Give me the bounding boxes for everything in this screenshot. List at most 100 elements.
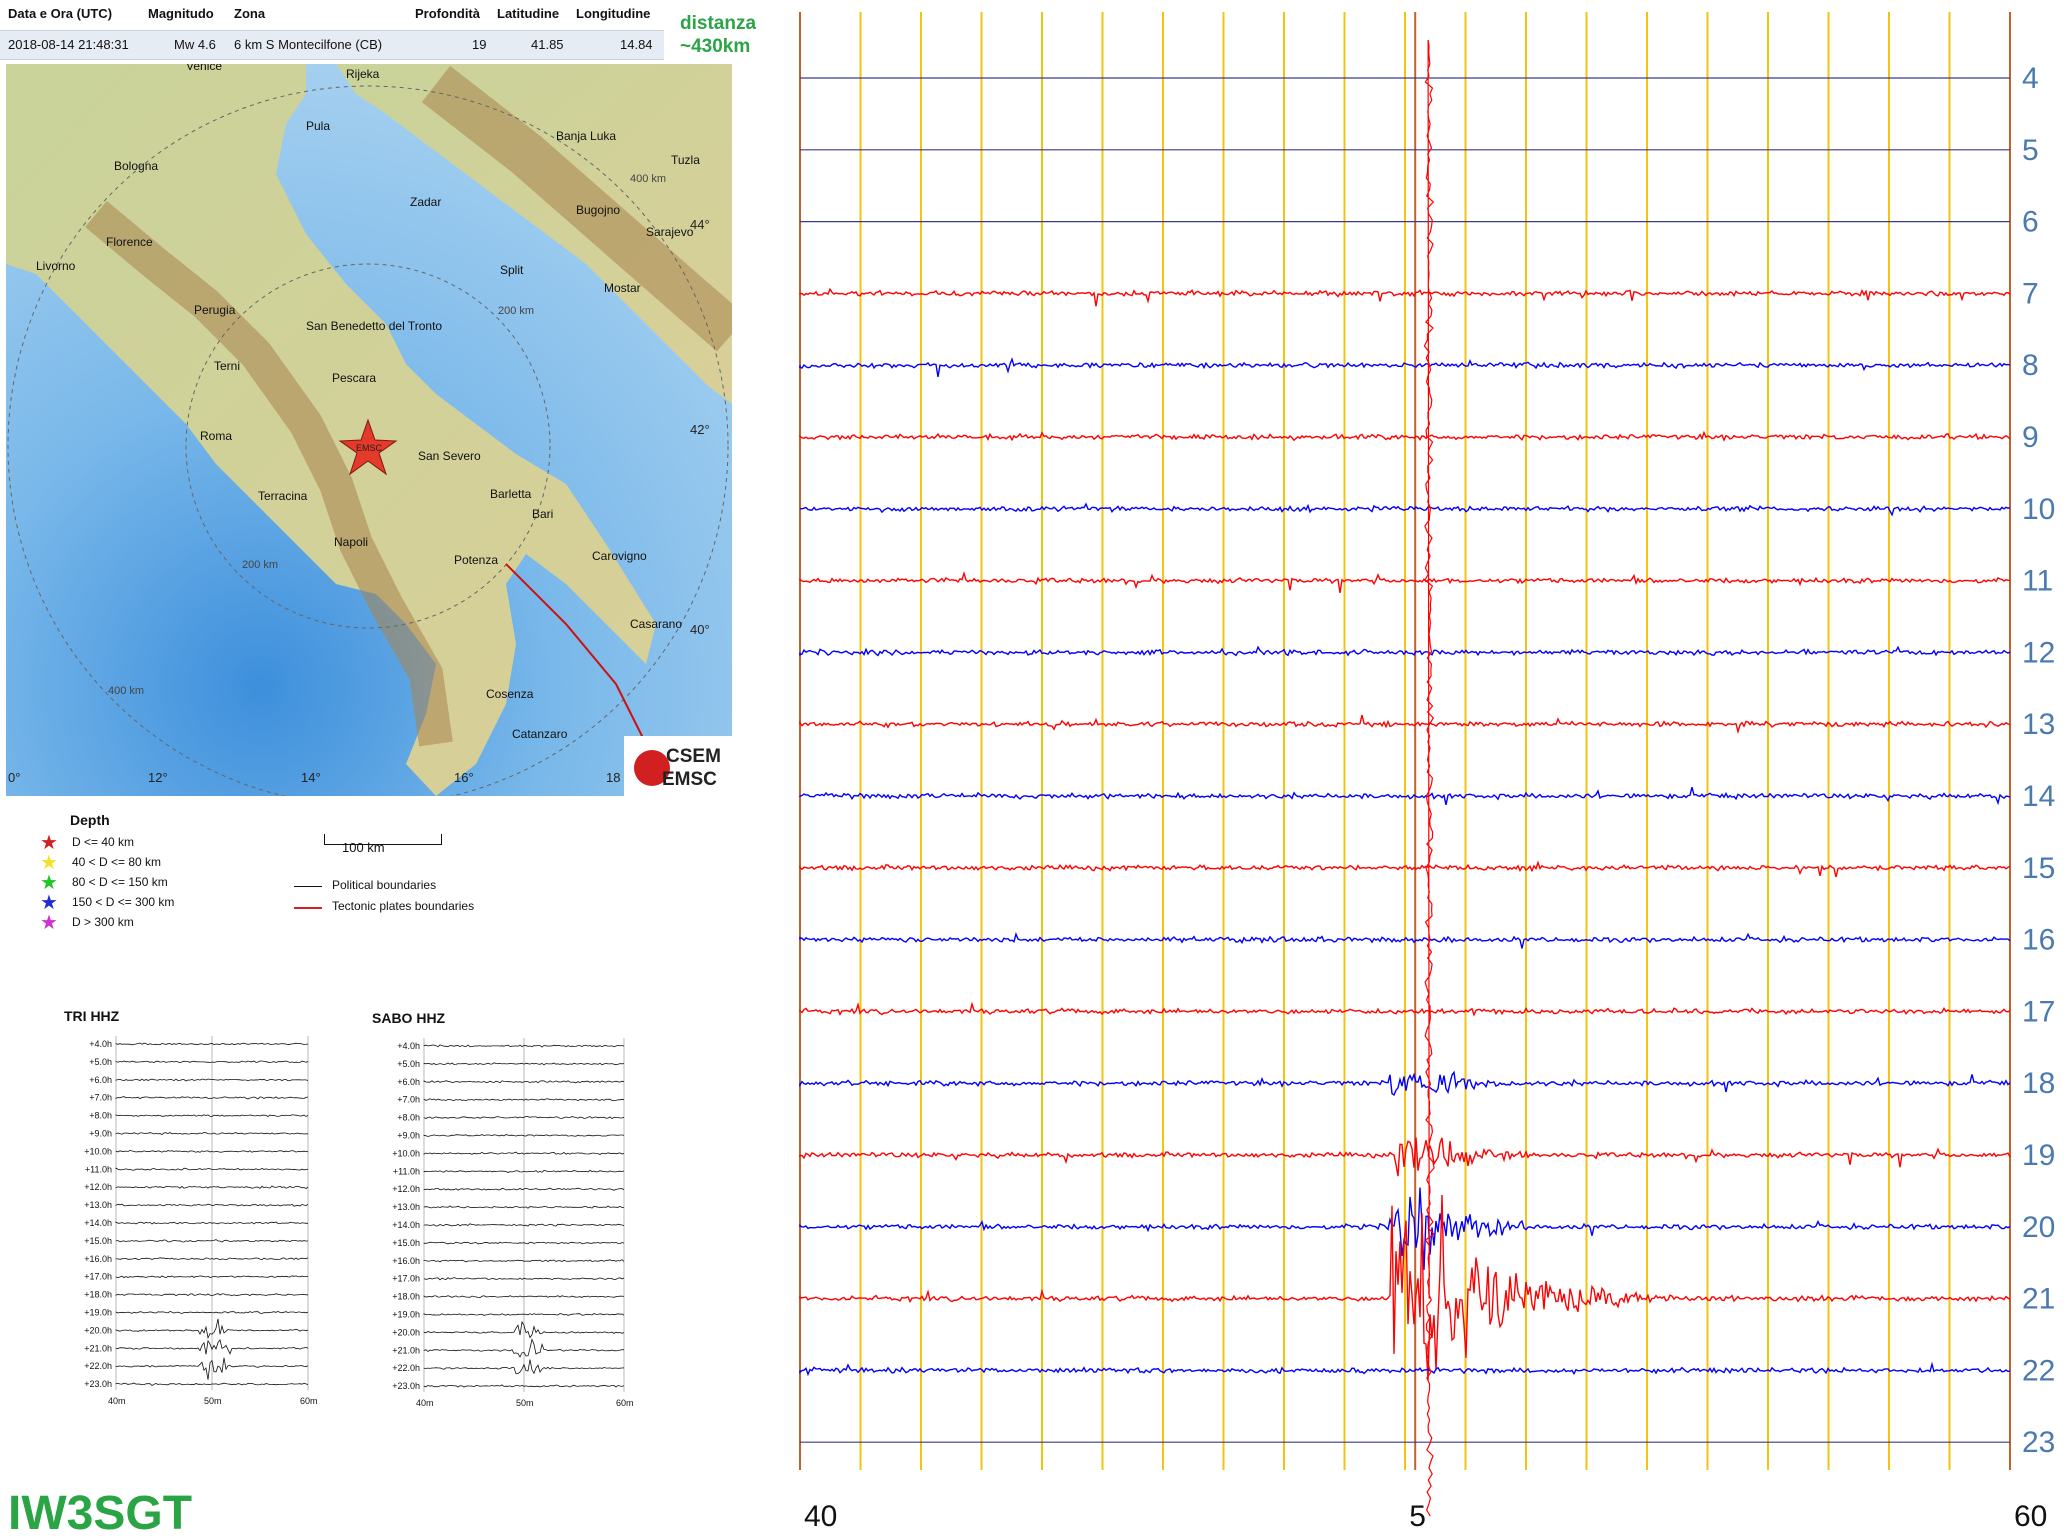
mini-trace	[115, 1078, 309, 1082]
mini-helicorder-plot: +4.0h +5.0h +6.0h +7.0h +8.0h +9.0h +10.0h +11.…	[84, 1036, 318, 1406]
seismic-trace	[799, 860, 2011, 878]
city-label: Livorno	[36, 259, 76, 273]
city-label: Pescara	[332, 371, 376, 385]
mini-row-label: +16.0h	[84, 1254, 112, 1264]
mini-row-label: +4.0h	[397, 1041, 420, 1051]
mini-x-label: 50m	[516, 1398, 534, 1408]
mini-trace	[423, 1384, 625, 1388]
cell-latitude: 41.85	[531, 37, 564, 52]
mini-row-label: +21.0h	[392, 1345, 420, 1355]
balkans-land	[336, 64, 732, 404]
mini-row-label: +18.0h	[84, 1290, 112, 1300]
mini-trace	[115, 1293, 308, 1297]
seismic-trace	[799, 1194, 2011, 1381]
mini-trace	[423, 1205, 625, 1209]
apennine-ridge	[85, 200, 453, 747]
mini-trace	[423, 1295, 625, 1299]
city-label: Terracina	[258, 489, 308, 503]
tectonic-boundary-swatch	[294, 907, 322, 909]
mini-row-label: +4.0h	[89, 1039, 112, 1049]
mini-trace	[423, 1151, 625, 1155]
x-tick-label: 60	[2014, 1500, 2047, 1533]
city-label: Florence	[106, 235, 153, 249]
event-info-table: Data e Ora (UTC) Magnitudo Zona Profondi…	[0, 0, 668, 60]
mini-trace	[423, 1359, 625, 1375]
city-label: Sarajevo	[646, 225, 694, 239]
mini-trace	[423, 1098, 625, 1102]
mini-row-label: +21.0h	[84, 1343, 112, 1353]
seismic-trace	[799, 931, 2011, 949]
mini-row-label: +16.0h	[392, 1256, 420, 1266]
mini-trace	[115, 1257, 309, 1261]
cell-magnitude: Mw 4.6	[174, 37, 216, 52]
mini-trace	[115, 1239, 309, 1243]
mini-row-label: +5.0h	[397, 1059, 420, 1069]
mini-row-label: +20.0h	[84, 1325, 112, 1335]
ring-labels: 400 km 200 km 200 km 400 km	[108, 173, 666, 697]
political-boundary-swatch	[294, 886, 322, 887]
mini-trace	[423, 1241, 625, 1245]
mini-row-label: +17.0h	[392, 1274, 420, 1284]
mini-trace	[423, 1044, 625, 1048]
mini-row-label: +12.0h	[84, 1182, 112, 1192]
seismic-trace	[799, 714, 2011, 735]
mini-x-label: 60m	[616, 1398, 634, 1408]
mini-trace	[115, 1338, 309, 1355]
x-tick-label: 40	[804, 1500, 837, 1533]
city-label: Pula	[306, 119, 330, 133]
lon-label: 14°	[301, 770, 321, 785]
star-icon: ★	[40, 872, 58, 894]
mini-row-label: +13.0h	[84, 1200, 112, 1210]
emsc-logo: CSEM EMSC	[624, 736, 732, 796]
mini-trace	[115, 1096, 309, 1100]
minute-grid	[799, 12, 2011, 1470]
table-header: Data e Ora (UTC) Magnitudo Zona Profondi…	[0, 0, 668, 26]
city-label: San Benedetto del Tronto	[306, 319, 442, 333]
scale-bar-label: 100 km	[342, 840, 385, 855]
mini-x-label: 40m	[108, 1396, 126, 1406]
cell-longitude: 14.84	[620, 37, 653, 52]
mini-trace	[115, 1221, 308, 1225]
logo-line2: EMSC	[662, 769, 717, 790]
mini-trace	[115, 1131, 308, 1135]
city-label: Mostar	[604, 281, 641, 295]
city-label: Napoli	[334, 535, 368, 549]
mini-x-label: 50m	[204, 1396, 222, 1406]
row-label: 6	[2022, 206, 2039, 239]
depth-legend: Depth ★ D <= 40 km ★ 40 < D <= 80 km ★ 8…	[30, 806, 690, 946]
row-label: 13	[2022, 708, 2055, 741]
header-longitude: Longitudine	[576, 6, 651, 21]
ring-200km	[185, 263, 551, 629]
table-row: 2018-08-14 21:48:31 Mw 4.6 6 km S Montec…	[0, 30, 664, 60]
mini-row-label: +8.0h	[397, 1113, 420, 1123]
mini-row-label: +9.0h	[89, 1129, 112, 1139]
city-label: Roma	[200, 429, 232, 443]
trace-rows	[799, 39, 2011, 1517]
city-label: Bologna	[114, 159, 158, 173]
row-label: 21	[2022, 1283, 2055, 1316]
city-label: Perugia	[194, 303, 236, 317]
mini-row-label: +20.0h	[392, 1327, 420, 1337]
city-labels: Venice Rijeka Pula Banja Luka Bologna Tu…	[36, 64, 700, 741]
mini-row-label: +15.0h	[84, 1236, 112, 1246]
lon-label: 0°	[8, 770, 20, 785]
mini-row-label: +15.0h	[392, 1238, 420, 1248]
mini-row-label: +17.0h	[84, 1272, 112, 1282]
city-label: Barletta	[490, 487, 532, 501]
graticule-labels: 44° 42° 40° 0° 12° 14° 16° 18	[8, 217, 710, 785]
mini-trace	[115, 1275, 309, 1279]
mini-title: SABO HHZ	[372, 1010, 446, 1026]
distance-value: ~430km	[680, 36, 751, 57]
mini-trace	[423, 1080, 625, 1084]
row-label: 10	[2022, 493, 2055, 526]
mini-trace	[115, 1382, 309, 1386]
mini-trace	[423, 1187, 625, 1191]
mini-row-label: +22.0h	[84, 1361, 112, 1371]
seismic-trace	[799, 787, 2011, 806]
star-icon: ★	[40, 852, 58, 874]
mini-title: TRI HHZ	[64, 1008, 120, 1024]
row-label: 8	[2022, 349, 2039, 382]
star-icon: ★	[40, 892, 58, 914]
mini-trace	[115, 1114, 309, 1118]
mini-row-label: +10.0h	[392, 1148, 420, 1158]
